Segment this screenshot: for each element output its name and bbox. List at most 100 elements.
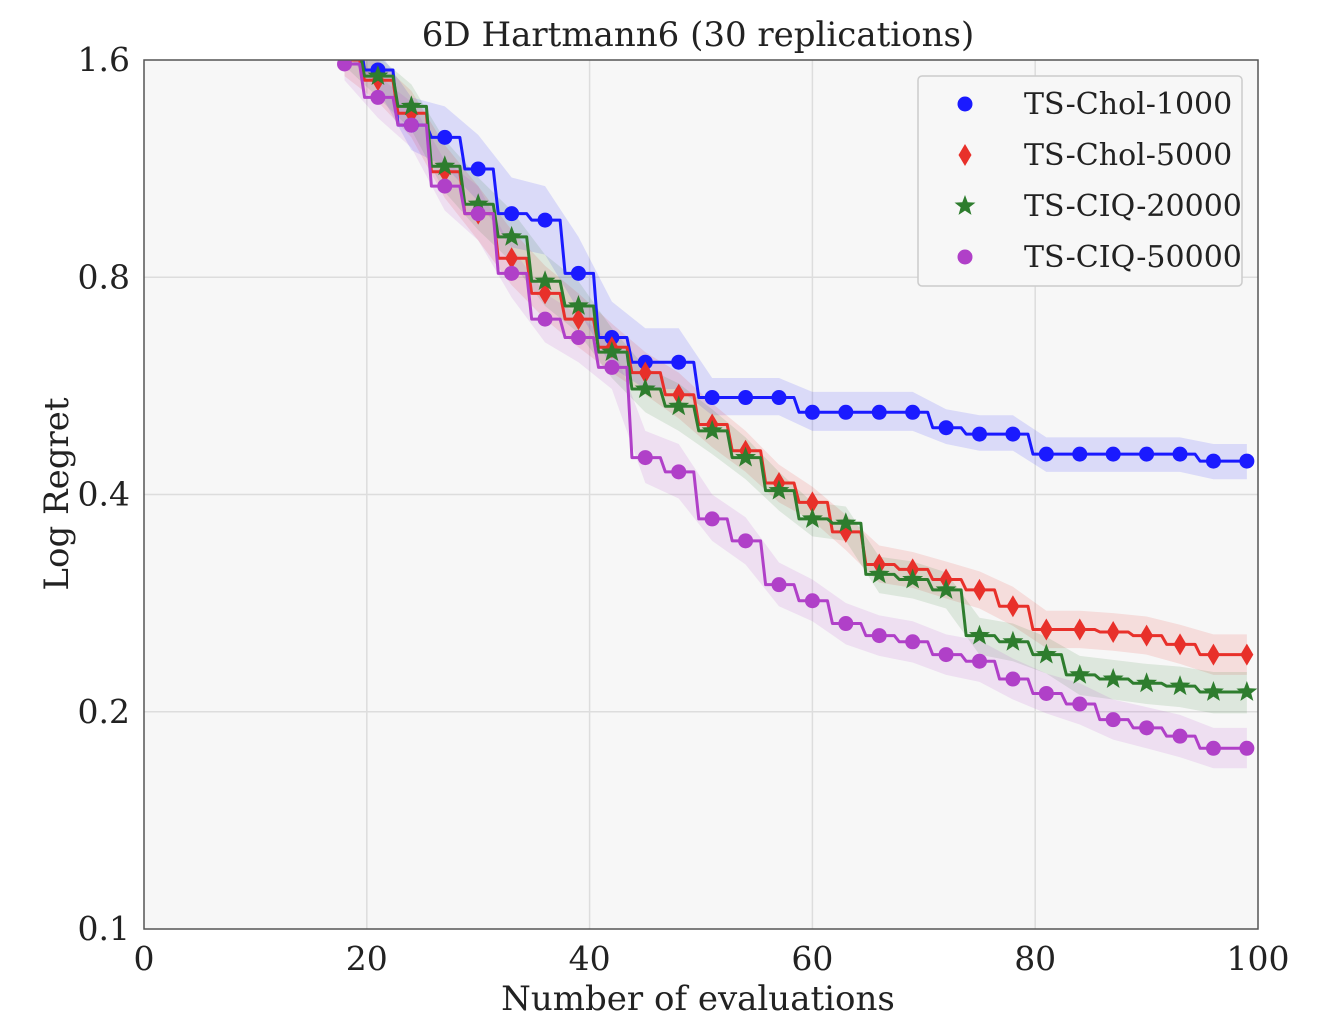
point-ts-ciq-20000 (601, 341, 623, 362)
legend-label-ts-chol-1000: TS-Chol-1000 (1024, 87, 1232, 122)
point-ts-ciq-20000 (835, 512, 857, 533)
point-ts-chol-5000 (973, 578, 986, 601)
point-ts-chol-1000 (738, 390, 754, 406)
y-tick-label: 1.6 (78, 40, 130, 79)
point-ts-chol-1000 (504, 206, 520, 222)
point-ts-chol-5000 (805, 491, 819, 514)
line-ts-ciq-50000 (344, 62, 1247, 750)
x-tick-label: 0 (134, 939, 155, 978)
x-tick-label: 60 (791, 939, 833, 978)
x-tick-label: 40 (569, 939, 611, 978)
point-ts-chol-1000 (1239, 453, 1255, 469)
point-ts-ciq-50000 (1005, 671, 1021, 687)
point-ts-ciq-20000 (902, 568, 924, 589)
point-ts-ciq-20000 (801, 507, 823, 528)
series-markers (337, 30, 1258, 756)
legend-label-ts-chol-5000: TS-Chol-5000 (1024, 138, 1232, 173)
series-lines (344, 60, 1247, 750)
x-axis-label: Number of evaluations (501, 979, 895, 1019)
y-ticks: 0.1 0.2 0.4 0.8 1.6 (78, 40, 130, 948)
point-ts-ciq-50000 (537, 311, 553, 327)
point-ts-chol-1000 (905, 404, 921, 420)
legend: TS-Chol-1000 TS-Chol-5000 TS-CIQ-20000 TS-C… (917, 75, 1243, 287)
point-ts-chol-5000 (1240, 643, 1254, 666)
point-ts-ciq-50000 (1139, 720, 1155, 736)
point-ts-ciq-50000 (671, 464, 687, 480)
point-ts-chol-1000 (771, 390, 787, 406)
point-ts-ciq-20000 (1169, 675, 1191, 696)
point-ts-chol-5000 (638, 361, 652, 384)
legend-marker-ts-ciq-20000 (954, 195, 976, 215)
point-ts-chol-5000 (571, 308, 585, 331)
point-ts-ciq-50000 (1038, 685, 1054, 701)
chart-title: 6D Hartmann6 (30 replications) (422, 15, 974, 55)
point-ts-chol-5000 (1106, 620, 1120, 643)
legend-label-ts-ciq-20000: TS-CIQ-20000 (1024, 189, 1242, 224)
point-ts-ciq-50000 (1172, 728, 1188, 744)
x-tick-label: 20 (346, 939, 388, 978)
legend-label-ts-ciq-50000: TS-CIQ-50000 (1024, 240, 1242, 275)
y-axis-label: Log Regret (37, 397, 77, 590)
point-ts-ciq-50000 (504, 265, 520, 281)
point-ts-chol-1000 (1105, 446, 1121, 462)
point-ts-ciq-20000 (868, 563, 890, 584)
plot-frame (143, 59, 1259, 930)
point-ts-ciq-50000 (1205, 740, 1221, 756)
point-ts-ciq-50000 (570, 330, 586, 346)
point-ts-chol-1000 (1139, 446, 1155, 462)
point-ts-ciq-20000 (367, 65, 389, 85)
band-ts-chol-1000 (351, 60, 1247, 480)
point-ts-ciq-20000 (1202, 681, 1224, 701)
line-ts-ciq-20000 (359, 60, 1247, 694)
legend-box (917, 75, 1243, 287)
point-ts-ciq-50000 (804, 593, 820, 609)
point-ts-chol-5000 (1006, 595, 1020, 618)
point-ts-ciq-50000 (370, 89, 386, 105)
point-ts-ciq-50000 (738, 533, 754, 549)
point-ts-ciq-50000 (1072, 696, 1088, 712)
point-ts-chol-1000 (470, 161, 486, 177)
point-ts-chol-1000 (1005, 426, 1021, 442)
point-ts-ciq-50000 (437, 178, 453, 194)
point-ts-chol-1000 (938, 420, 954, 436)
point-ts-ciq-50000 (1239, 740, 1255, 756)
point-ts-ciq-50000 (972, 653, 987, 669)
point-ts-ciq-50000 (838, 616, 854, 632)
point-ts-ciq-50000 (704, 511, 720, 527)
point-ts-ciq-50000 (403, 117, 419, 133)
point-ts-chol-1000 (972, 426, 987, 442)
point-ts-ciq-20000 (668, 395, 690, 416)
point-ts-chol-5000 (1039, 618, 1053, 641)
point-ts-chol-1000 (1072, 446, 1088, 462)
point-ts-chol-1000 (871, 404, 887, 420)
point-ts-ciq-20000 (969, 624, 990, 645)
point-ts-ciq-20000 (1069, 663, 1091, 684)
x-tick-label: 80 (1014, 939, 1056, 978)
point-ts-ciq-20000 (634, 378, 656, 398)
point-ts-chol-1000 (1038, 446, 1054, 462)
point-ts-ciq-20000 (1035, 643, 1057, 664)
point-ts-chol-1000 (671, 354, 687, 370)
y-tick-label: 0.8 (78, 257, 130, 296)
y-tick-label: 0.2 (78, 692, 130, 731)
point-ts-ciq-20000 (1102, 668, 1124, 688)
point-ts-ciq-20000 (701, 419, 723, 440)
point-ts-chol-5000 (1073, 618, 1087, 641)
point-ts-ciq-20000 (400, 95, 422, 116)
point-ts-chol-5000 (672, 383, 686, 406)
point-ts-chol-1000 (437, 129, 453, 145)
point-ts-chol-1000 (570, 265, 586, 281)
x-ticks: 0 20 40 60 80 100 (134, 939, 1290, 978)
point-ts-ciq-50000 (905, 634, 921, 650)
confidence-bands (344, 60, 1247, 769)
point-ts-chol-1000 (337, 30, 352, 45)
band-ts-ciq-20000 (344, 60, 1247, 714)
point-ts-ciq-20000 (735, 446, 757, 467)
point-ts-chol-5000 (1140, 624, 1154, 647)
point-ts-ciq-20000 (935, 578, 957, 599)
point-ts-ciq-20000 (568, 294, 589, 315)
point-ts-ciq-50000 (337, 60, 353, 72)
point-ts-ciq-50000 (938, 647, 954, 663)
point-ts-chol-5000 (1173, 633, 1187, 656)
